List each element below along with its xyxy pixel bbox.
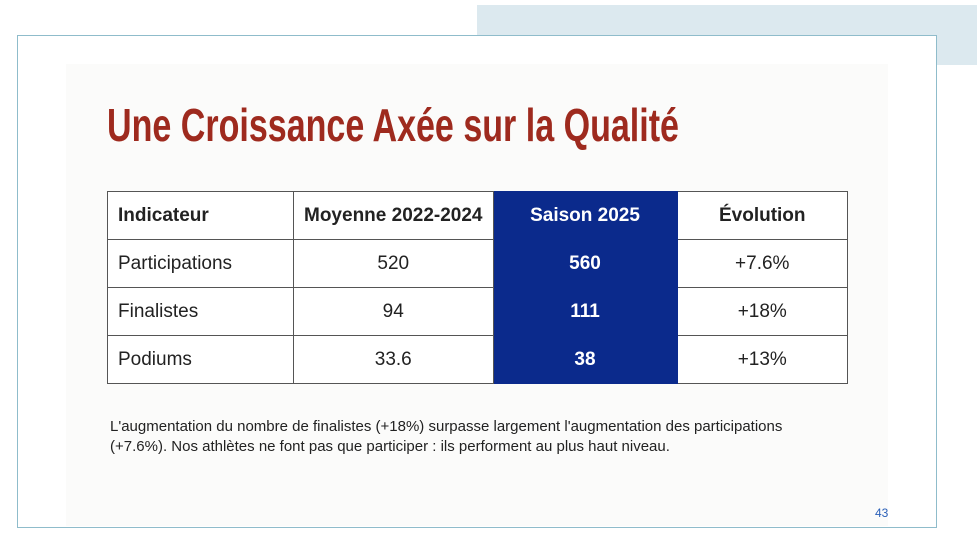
header-cell: Moyenne 2022-2024 [293,191,494,240]
cell: 520 [293,239,494,288]
cell: +13% [676,335,848,384]
header-cell: Saison 2025 [492,191,678,240]
row: Finalistes 94 111 +18% [107,287,848,336]
header-row: Indicateur Moyenne 2022-2024 Saison 2025… [107,191,848,240]
cell: 111 [492,287,678,336]
header-cell: Indicateur [107,191,294,240]
row: Podiums 33.6 38 +13% [107,335,848,384]
row: Participations 520 560 +7.6% [107,239,848,288]
cell: Podiums [107,335,294,384]
cell: 33.6 [293,335,494,384]
table: Indicateur Moyenne 2022-2024 Saison 2025… [107,191,848,384]
cell: Finalistes [107,287,294,336]
cell: Participations [107,239,294,288]
cell: 560 [492,239,678,288]
header-cell: Évolution [676,191,848,240]
page-number: 43 [875,506,889,520]
cell: +18% [676,287,848,336]
cell: 94 [293,287,494,336]
note: L'augmentation du nombre de finalistes (… [110,418,783,455]
cell: +7.6% [676,239,848,288]
cell: 38 [492,335,678,384]
title: Une Croissance Axée sur la Qualité [107,99,679,151]
